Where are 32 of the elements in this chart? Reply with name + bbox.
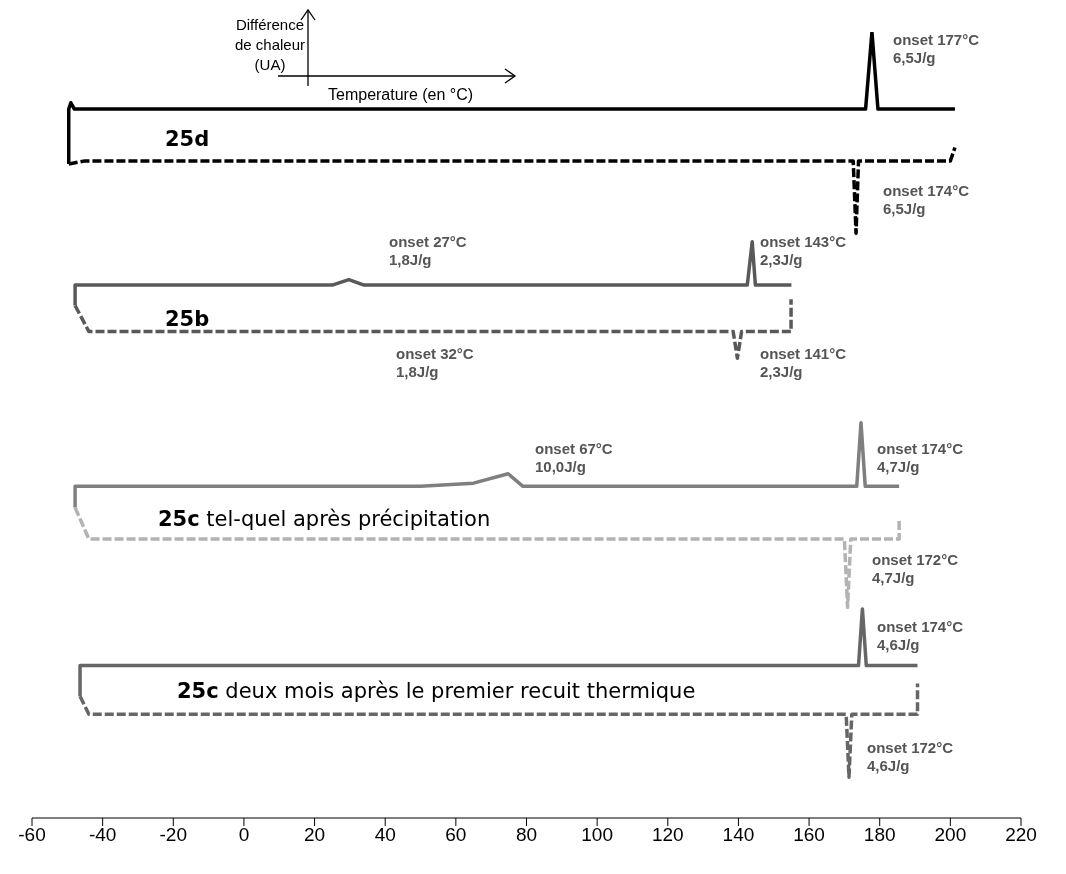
annotation: onset 67°C 10,0J/g bbox=[535, 439, 613, 475]
annotation: onset 174°C 6,5J/g bbox=[883, 181, 970, 217]
annotation: onset 177°C 6,5J/g bbox=[893, 30, 980, 66]
x-tick-label: 160 bbox=[793, 824, 825, 846]
x-tick-label: -40 bbox=[88, 824, 117, 846]
x-tick-label: 20 bbox=[304, 824, 326, 846]
annotation: 25c tel-quel après précipitation bbox=[158, 507, 491, 531]
annotation: onset 174°C 4,6J/g bbox=[877, 617, 964, 653]
x-tick-label: 100 bbox=[581, 824, 613, 846]
annotation: onset 172°C 4,6J/g bbox=[867, 738, 954, 774]
annotation: onset 143°C 2,3J/g bbox=[760, 232, 847, 268]
annotation: 25b bbox=[165, 307, 210, 331]
x-tick-label: 220 bbox=[1005, 824, 1037, 846]
annotation: 25d bbox=[165, 127, 210, 151]
x-axis-title: Temperature (en °C) bbox=[328, 86, 474, 103]
x-tick-label: 0 bbox=[238, 824, 250, 846]
x-tick-label: 40 bbox=[374, 824, 396, 846]
y-axis-title: Différence de chaleur (UA) bbox=[234, 16, 306, 73]
x-tick-label: -60 bbox=[18, 824, 46, 846]
x-tick-label: -20 bbox=[159, 824, 188, 846]
annotation: onset 32°C 1,8J/g bbox=[396, 344, 474, 380]
annotation: onset 141°C 2,3J/g bbox=[760, 344, 847, 380]
annotation: 25c deux mois après le premier recuit thermique bbox=[177, 679, 696, 703]
annotation: onset 172°C 4,7J/g bbox=[872, 550, 959, 586]
annotation: onset 27°C 1,8J/g bbox=[389, 232, 467, 268]
x-tick-label: 60 bbox=[445, 824, 467, 846]
annotation: onset 174°C 4,7J/g bbox=[877, 439, 964, 475]
x-tick-label: 200 bbox=[934, 824, 967, 846]
x-tick-label: 120 bbox=[651, 824, 684, 846]
x-tick-label: 180 bbox=[863, 824, 896, 846]
x-tick-label: 140 bbox=[722, 824, 755, 846]
x-tick-label: 80 bbox=[515, 824, 538, 846]
